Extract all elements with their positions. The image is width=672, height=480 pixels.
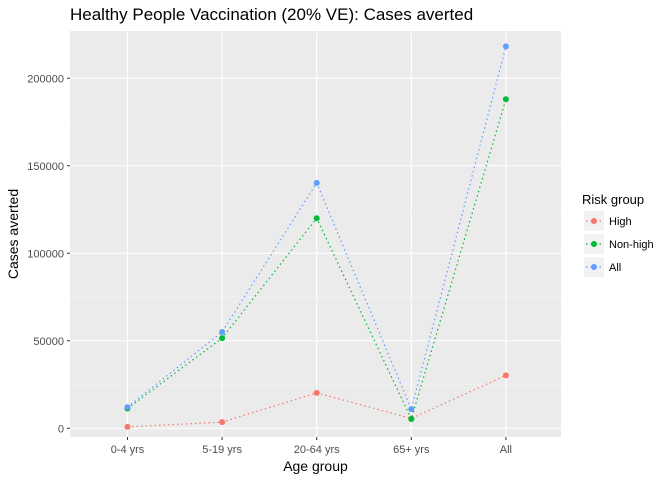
- series-non-high: [124, 96, 509, 422]
- legend-key-point: [591, 264, 597, 270]
- data-point-all: [219, 329, 226, 335]
- legend-title: Risk group: [582, 192, 644, 207]
- x-tick-label: 5-19 yrs: [202, 444, 242, 456]
- x-tick-label: 65+ yrs: [393, 444, 430, 456]
- grid-lines: [70, 31, 561, 437]
- legend-key-point: [591, 218, 597, 224]
- plot-panel: [70, 31, 561, 437]
- x-tick-label: All: [500, 444, 512, 456]
- data-point-non-high: [502, 96, 509, 103]
- data-point-non-high: [313, 215, 320, 222]
- y-axis-title: Cases averted: [5, 189, 21, 279]
- data-point-non-high: [219, 335, 226, 342]
- data-point-high: [219, 419, 226, 426]
- data-point-high: [502, 372, 509, 379]
- x-tick-label: 20-64 yrs: [294, 444, 340, 456]
- y-tick-label: 0: [58, 423, 64, 435]
- legend-label: High: [609, 216, 632, 228]
- y-tick-label: 100000: [27, 248, 64, 260]
- data-point-non-high: [408, 415, 415, 422]
- series-all: [124, 43, 509, 413]
- x-tick-label: 0-4 yrs: [111, 444, 145, 456]
- data-point-all: [124, 404, 131, 411]
- data-point-high: [124, 423, 131, 430]
- y-tick-label: 50000: [33, 336, 64, 348]
- chart-title: Healthy People Vaccination (20% VE): Cas…: [70, 5, 473, 24]
- y-tick-label: 200000: [27, 73, 64, 85]
- legend-label: Non-high: [609, 239, 654, 251]
- data-point-all: [408, 406, 415, 413]
- x-axis: 0-4 yrs 5-19 yrs 20-64 yrs 65+ yrs All: [111, 437, 512, 456]
- y-axis: 0 50000 100000 150000 200000: [27, 73, 70, 435]
- x-axis-title: Age group: [283, 458, 348, 474]
- legend-item-high: High: [584, 211, 632, 231]
- legend-item-all: All: [584, 257, 621, 277]
- series-layer: [124, 43, 509, 430]
- data-point-all: [502, 43, 509, 50]
- legend-label: All: [609, 262, 621, 274]
- legend-key-point: [591, 241, 597, 247]
- legend-item-non-high: Non-high: [584, 234, 654, 254]
- legend: Risk group High Non-high All: [582, 192, 654, 277]
- data-point-high: [313, 389, 320, 396]
- data-point-all: [313, 179, 320, 186]
- y-tick-label: 150000: [27, 161, 64, 173]
